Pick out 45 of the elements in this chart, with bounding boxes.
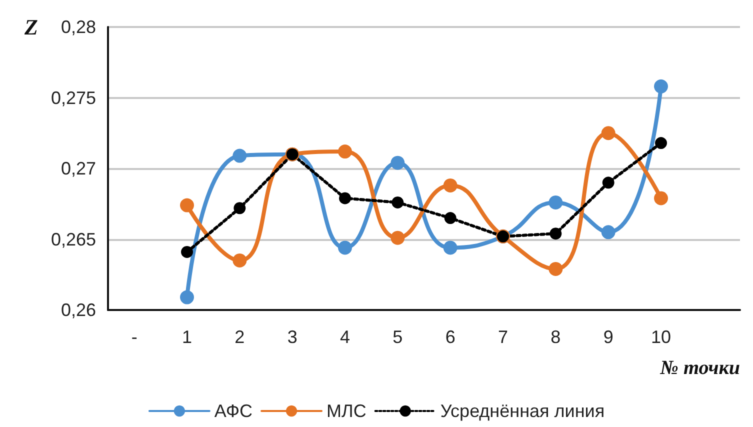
x-tick-label: 3 — [287, 327, 298, 347]
y-tick-label: 0,28 — [60, 17, 96, 37]
point — [232, 148, 247, 163]
x-tick-label: 2 — [234, 327, 245, 347]
point — [550, 228, 562, 240]
y-tick-label: 0,265 — [50, 229, 96, 250]
x-tick-label: 8 — [550, 327, 561, 347]
legend-label: Усреднённая линия — [440, 401, 605, 421]
x-tick-label: 1 — [182, 327, 192, 347]
point — [443, 240, 458, 255]
point — [339, 192, 351, 204]
x-tick-label: 6 — [445, 327, 456, 347]
point — [654, 191, 668, 206]
point — [602, 176, 614, 189]
point — [390, 230, 405, 245]
point — [338, 144, 352, 159]
y-tick-label: 0,275 — [50, 88, 96, 108]
x-tick-label: - — [131, 327, 138, 347]
x-tick-label: 5 — [392, 327, 403, 347]
point — [390, 156, 405, 170]
point — [180, 290, 194, 304]
x-tick-label: 10 — [650, 327, 672, 347]
point — [181, 246, 193, 258]
point — [548, 195, 563, 210]
point — [338, 240, 352, 255]
y-axis-title: Z — [24, 14, 38, 40]
point — [654, 79, 668, 94]
point — [443, 178, 458, 192]
point — [655, 137, 667, 150]
point — [232, 253, 247, 268]
legend-label: АФС — [214, 401, 253, 421]
point — [234, 202, 246, 214]
point — [444, 212, 456, 224]
point — [601, 126, 616, 140]
x-tick-label: 7 — [498, 327, 508, 347]
legend-label: МЛС — [326, 401, 366, 421]
x-tick-label: 9 — [603, 327, 614, 347]
y-tick-label: 0,26 — [60, 300, 96, 320]
point — [392, 196, 404, 208]
x-tick-label: 4 — [340, 327, 350, 347]
point — [548, 262, 563, 276]
point — [601, 225, 616, 240]
x-axis-title: № точки — [659, 357, 740, 379]
point — [180, 198, 194, 212]
y-tick-label: 0,27 — [60, 158, 96, 178]
